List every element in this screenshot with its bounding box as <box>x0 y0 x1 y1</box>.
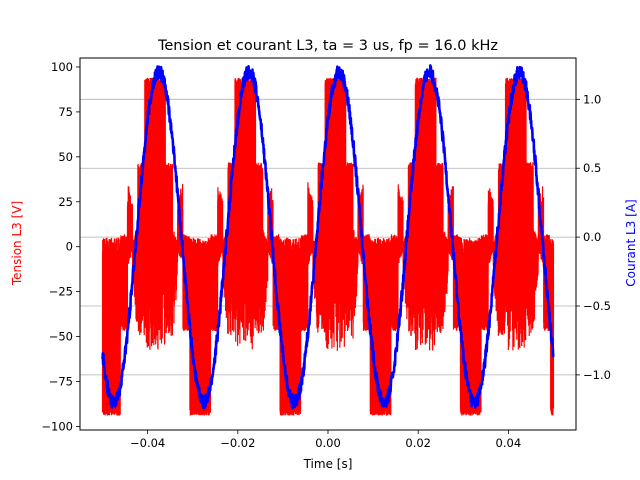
left-tick-label: −75 <box>49 374 73 388</box>
x-tick-label: 0.02 <box>405 436 431 450</box>
voltage-line <box>101 77 555 416</box>
x-axis-ticks: −0.04 −0.02 0.00 0.02 0.04 <box>130 430 521 450</box>
left-tick-label: 50 <box>58 150 73 164</box>
x-tick-label: 0.04 <box>496 436 522 450</box>
right-tick-label: 0.0 <box>583 230 601 244</box>
left-tick-label: −50 <box>49 330 73 344</box>
left-tick-label: 100 <box>51 60 73 74</box>
right-tick-label: −1.0 <box>583 368 611 382</box>
left-tick-label: −100 <box>41 419 73 433</box>
right-axis-ticks: 1.0 0.5 0.0 −0.5 −1.0 <box>576 92 611 382</box>
x-axis-label: Time [s] <box>303 457 353 471</box>
voltage-series <box>101 77 555 416</box>
x-tick-label: −0.04 <box>130 436 165 450</box>
right-tick-label: −0.5 <box>583 299 611 313</box>
right-tick-label: 0.5 <box>583 161 601 175</box>
right-tick-label: 1.0 <box>583 92 601 106</box>
current-series <box>101 64 555 410</box>
right-axis-label: Courant L3 [A] <box>624 199 638 286</box>
x-tick-label: −0.02 <box>220 436 255 450</box>
left-tick-label: 0 <box>66 240 73 254</box>
left-tick-label: −25 <box>49 285 73 299</box>
current-line <box>101 64 555 410</box>
left-axis-ticks: 100 75 50 25 0 −25 −50 −75 −100 <box>41 60 80 433</box>
chart-title: Tension et courant L3, ta = 3 us, fp = 1… <box>157 38 498 54</box>
left-tick-label: 25 <box>58 195 73 209</box>
left-axis-label: Tension L3 [V] <box>10 201 24 286</box>
x-tick-label: 0.00 <box>315 436 341 450</box>
left-tick-label: 75 <box>58 105 73 119</box>
